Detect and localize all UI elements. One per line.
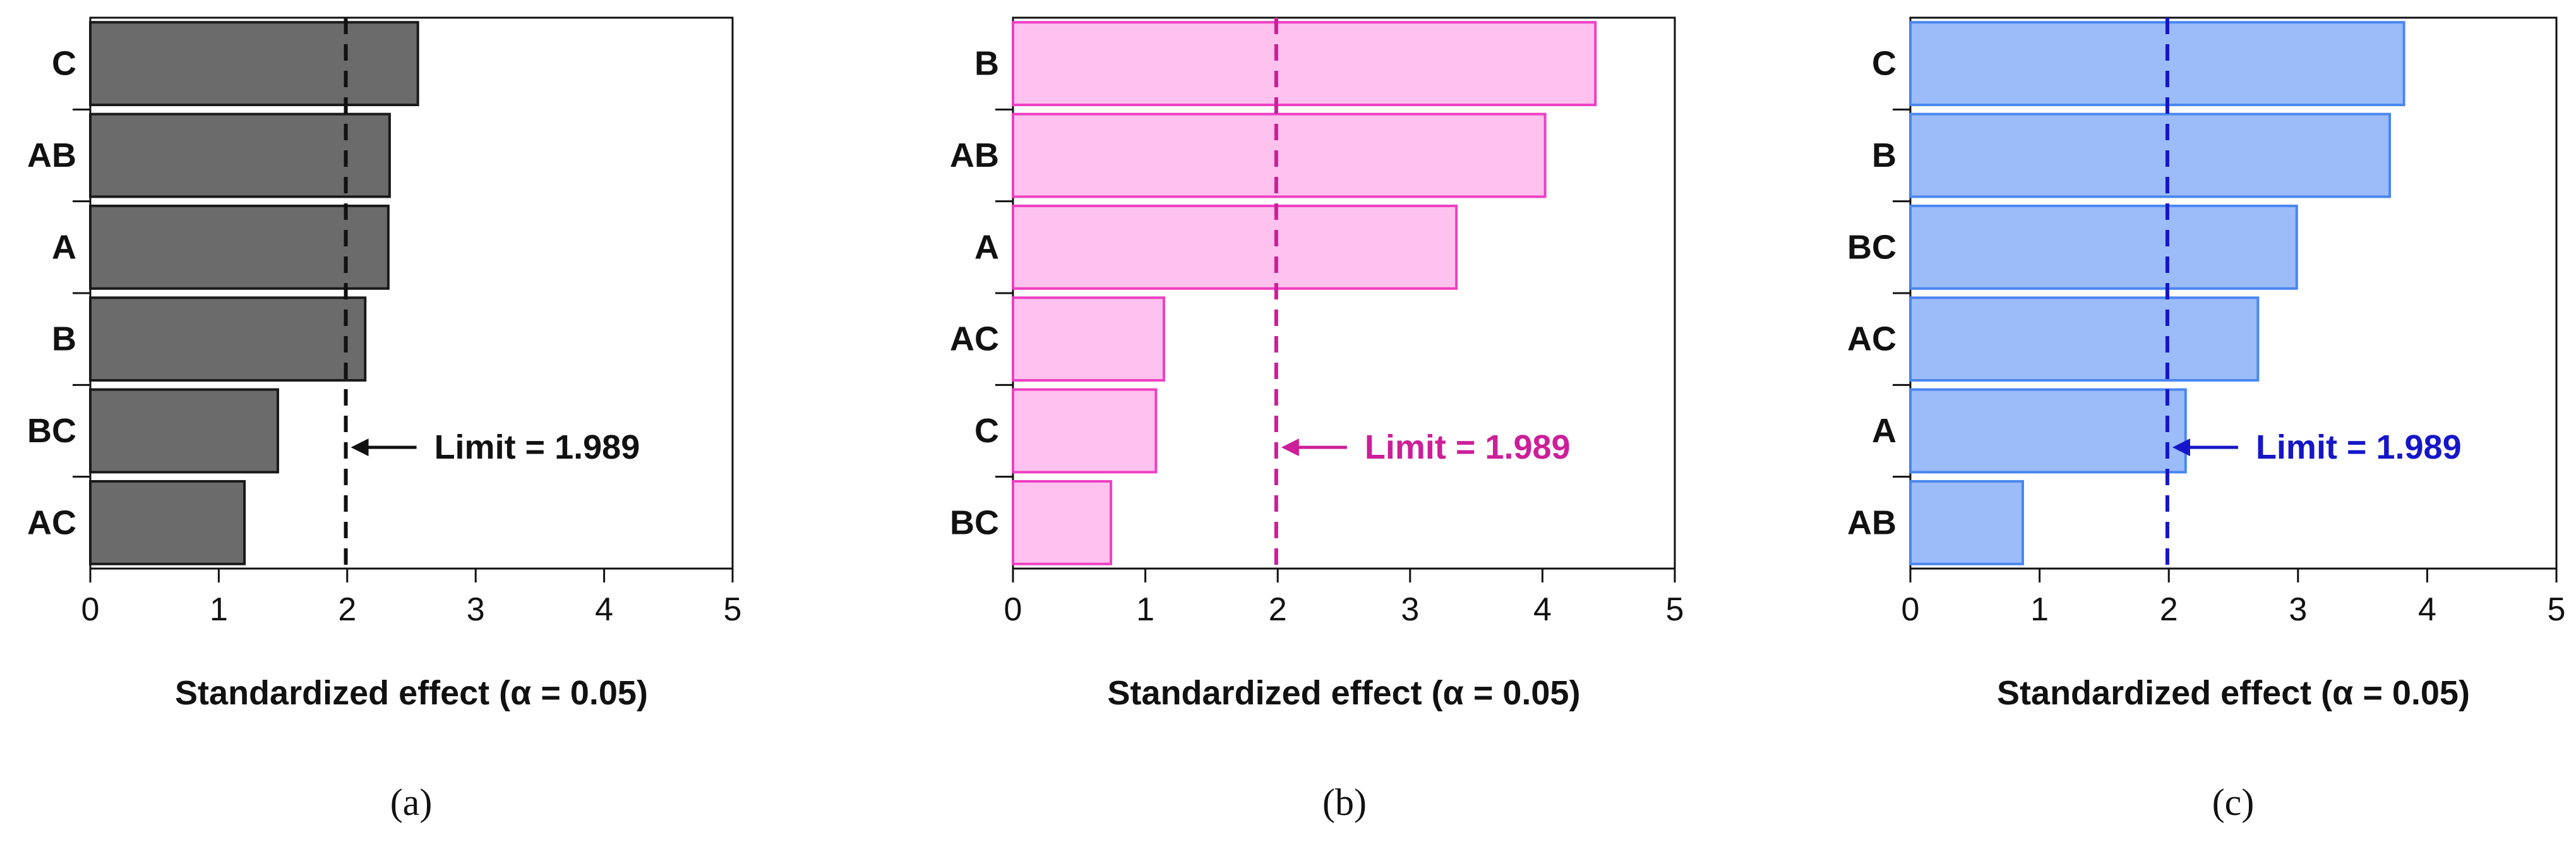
x-tick-label: 4 <box>1533 591 1552 628</box>
bar-ac <box>1012 296 1165 382</box>
bar-c <box>1012 388 1158 474</box>
category-label-ac: AC <box>27 503 76 541</box>
bar-b <box>89 296 367 382</box>
bar-ab <box>1909 479 2025 565</box>
x-tick-label: 5 <box>1666 591 1684 628</box>
x-tick-label: 0 <box>1004 591 1022 628</box>
bar-c <box>89 21 419 107</box>
x-tick-label: 4 <box>595 591 613 628</box>
x-tick-label: 3 <box>2289 591 2307 628</box>
limit-arrow-head <box>350 438 369 457</box>
x-tick-label: 0 <box>81 591 100 628</box>
x-tick-label: 1 <box>210 591 228 628</box>
limit-label: Limit = 1.989 <box>2256 428 2462 466</box>
x-tick-label: 4 <box>2418 591 2436 628</box>
limit-label: Limit = 1.989 <box>1365 428 1571 466</box>
bar-bc <box>1909 204 2298 290</box>
x-tick-label: 5 <box>2548 591 2566 628</box>
category-label-bc: BC <box>27 412 76 450</box>
category-label-bc: BC <box>1847 228 1896 266</box>
category-label-ab: AB <box>950 136 999 174</box>
chart-panel-c: C B BC AC A AB 0 1 2 3 4 5 Standardized effect (α = … <box>1847 16 2566 823</box>
category-label-c: C <box>1872 45 1896 83</box>
category-label-c: C <box>52 45 76 83</box>
bar-c <box>1909 21 2405 107</box>
bar-b <box>1012 21 1597 107</box>
bar-ac <box>1909 296 2260 382</box>
limit-arrow-head <box>1281 438 1299 457</box>
panel-caption: (a) <box>390 781 433 823</box>
category-label-b: B <box>52 320 76 358</box>
category-label-a: A <box>52 228 76 266</box>
bar-a <box>1909 388 2187 474</box>
x-tick-label: 2 <box>2160 591 2178 628</box>
x-tick-label: 2 <box>1269 591 1287 628</box>
category-label-bc: BC <box>950 503 999 541</box>
bar-bc <box>89 388 279 474</box>
bar-bc <box>1012 479 1113 565</box>
category-label-a: A <box>974 228 999 266</box>
category-label-c: C <box>974 412 999 450</box>
category-label-ac: AC <box>1847 320 1896 358</box>
bar-a <box>89 204 390 290</box>
category-label-ac: AC <box>950 320 999 358</box>
bar-ab <box>1012 112 1547 198</box>
bar-b <box>1909 112 2392 198</box>
panel-caption: (c) <box>2212 781 2255 823</box>
x-tick-label: 5 <box>724 591 742 628</box>
x-tick-label: 3 <box>467 591 485 628</box>
x-tick-label: 1 <box>2030 591 2049 628</box>
panel-caption: (b) <box>1322 781 1367 823</box>
x-axis-label: Standardized effect (α = 0.05) <box>1997 674 2470 712</box>
x-tick-label: 2 <box>338 591 356 628</box>
category-label-b: B <box>974 45 999 83</box>
limit-label: Limit = 1.989 <box>434 428 640 466</box>
category-label-ab: AB <box>27 136 76 174</box>
limit-arrow-head <box>2172 438 2190 457</box>
x-tick-label: 0 <box>1902 591 1920 628</box>
category-label-a: A <box>1872 412 1896 450</box>
x-tick-label: 1 <box>1136 591 1154 628</box>
bar-ab <box>89 112 391 198</box>
chart-panel-b: B AB A AC C BC 0 1 2 3 4 5 Standardized effect (α = … <box>950 16 1684 823</box>
bar-ac <box>89 479 246 565</box>
x-tick-label: 3 <box>1401 591 1419 628</box>
category-label-b: B <box>1872 136 1896 174</box>
x-axis-label: Standardized effect (α = 0.05) <box>175 674 648 712</box>
x-axis-label: Standardized effect (α = 0.05) <box>1108 674 1581 712</box>
bar-a <box>1012 204 1458 290</box>
category-label-ab: AB <box>1847 503 1896 541</box>
